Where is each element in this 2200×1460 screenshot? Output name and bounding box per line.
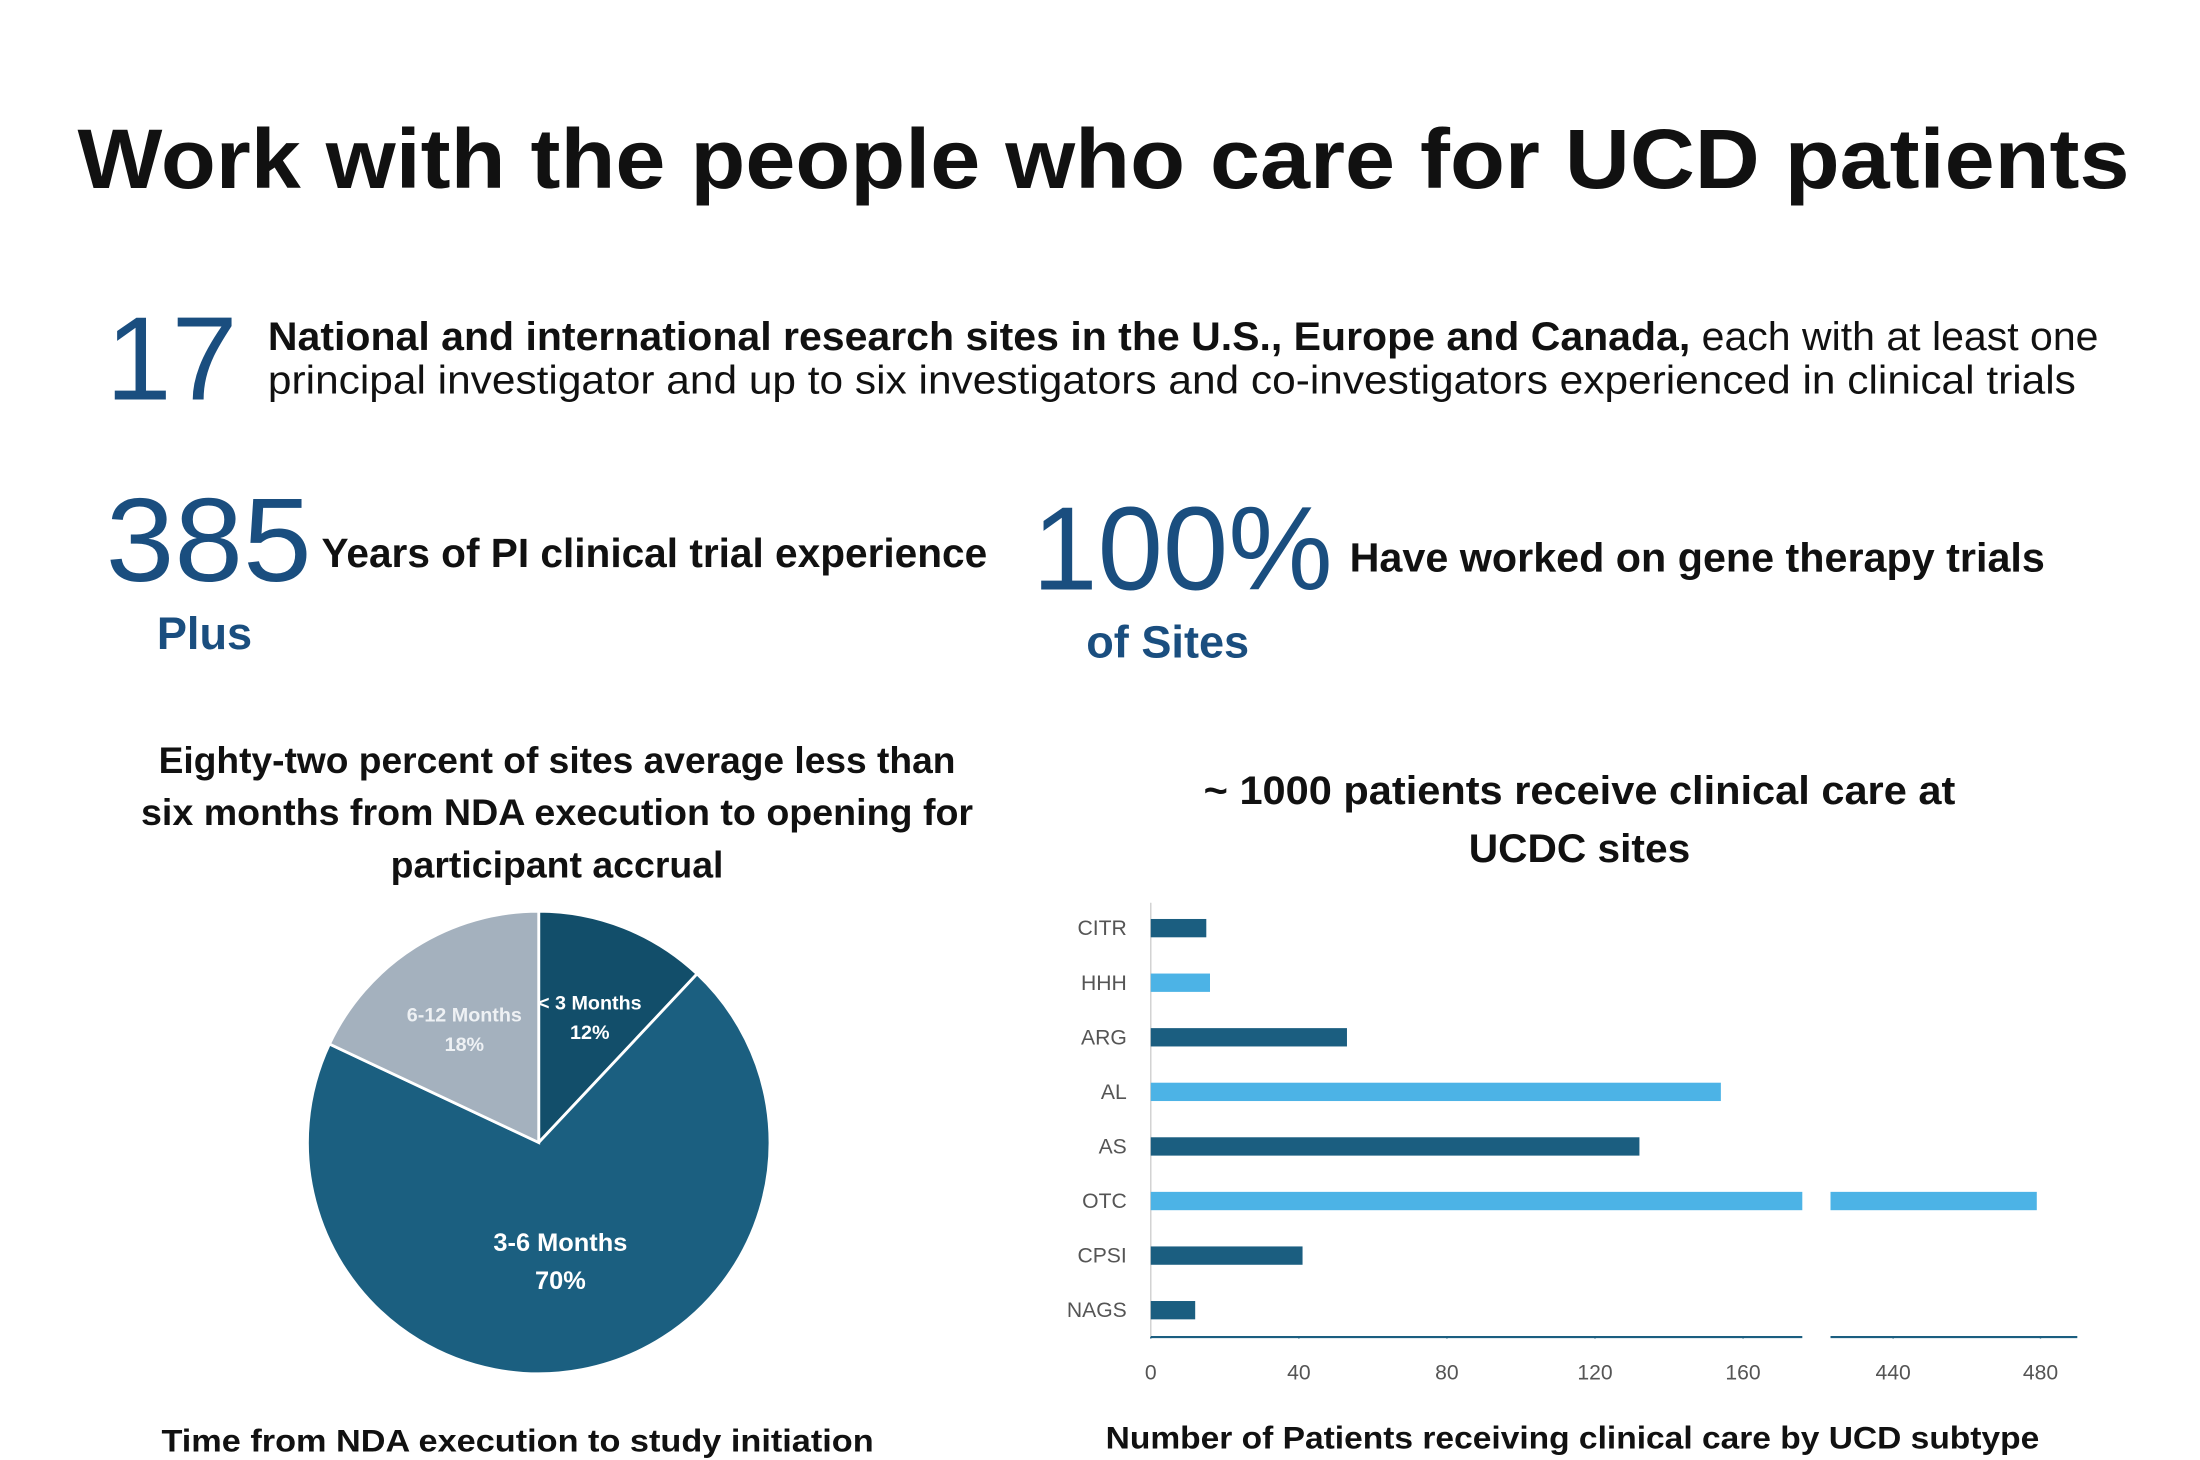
bar-segment bbox=[1150, 1028, 1347, 1047]
y-tick-label: OTC bbox=[1082, 1190, 1127, 1213]
x-tick-label: 0 bbox=[1145, 1361, 1157, 1384]
x-tick-label: 40 bbox=[1287, 1361, 1311, 1384]
bar-segment bbox=[1150, 1191, 1803, 1211]
chart-title: UCDC sites bbox=[1469, 827, 1690, 871]
y-tick-label: AL bbox=[1101, 1081, 1127, 1104]
bar bbox=[1150, 918, 1207, 938]
bar-segment bbox=[1150, 1137, 1640, 1156]
bar-segment bbox=[1150, 1246, 1303, 1265]
chart-title: participant accrual bbox=[391, 844, 724, 885]
bar-segment bbox=[1150, 1301, 1196, 1320]
bar bbox=[1150, 1137, 1640, 1156]
bar-segment bbox=[1150, 918, 1207, 938]
stat-lead: National and international research site… bbox=[268, 315, 1690, 359]
y-tick-label: HHH bbox=[1081, 972, 1127, 995]
pie-slice bbox=[327, 909, 541, 1145]
bar bbox=[1150, 1246, 1303, 1265]
x-tick-label: 120 bbox=[1577, 1361, 1612, 1384]
slice-value: 70% bbox=[535, 1267, 586, 1295]
bar bbox=[1150, 1301, 1196, 1320]
bar-caption: Number of Patients receiving clinical ca… bbox=[1106, 1421, 2040, 1456]
x-tick-label: 480 bbox=[2023, 1361, 2058, 1384]
pie-slice bbox=[306, 971, 772, 1376]
x-tick-label: 440 bbox=[1875, 1361, 1910, 1384]
stat-number: 100% bbox=[1032, 484, 1332, 616]
bar-segment bbox=[1150, 973, 1210, 992]
y-tick-label: CITR bbox=[1077, 917, 1126, 940]
stat-number: 17 bbox=[106, 293, 238, 425]
stat-text: Have worked on gene therapy trials bbox=[1350, 534, 2045, 580]
slice-value: 18% bbox=[445, 1034, 485, 1056]
stat-text: Years of PI clinical trial experience bbox=[322, 530, 988, 576]
slice-value: 12% bbox=[570, 1022, 610, 1044]
slice-label: 6-12 Months bbox=[407, 1004, 522, 1026]
bar bbox=[1150, 1028, 1347, 1047]
bar bbox=[1150, 1191, 2037, 1211]
stat-text: principal investigator and up to six inv… bbox=[268, 359, 2076, 403]
bar bbox=[1150, 1082, 1721, 1102]
page-title: Work with the people who care for UCD pa… bbox=[78, 111, 2130, 206]
slice-label: 3-6 Months bbox=[493, 1229, 627, 1257]
chart-title: Eighty-two percent of sites average less… bbox=[159, 740, 956, 781]
chart-title: ~ 1000 patients receive clinical care at bbox=[1204, 769, 1956, 813]
x-tick-label: 160 bbox=[1725, 1361, 1760, 1384]
pie-caption: Time from NDA execution to study initiat… bbox=[161, 1423, 873, 1458]
slice-label: < 3 Months bbox=[538, 993, 642, 1015]
chart-title: six months from NDA execution to opening… bbox=[141, 792, 973, 833]
stat-sub: of Sites bbox=[1086, 616, 1249, 667]
bar-segment bbox=[1830, 1191, 2037, 1211]
y-tick-label: ARG bbox=[1081, 1026, 1127, 1049]
bar-segment bbox=[1150, 1082, 1721, 1102]
stat-number: 385 bbox=[106, 475, 312, 607]
stat-sub: Plus bbox=[157, 608, 252, 659]
y-tick-label: AS bbox=[1099, 1136, 1127, 1159]
pie-slice bbox=[537, 909, 700, 1147]
stat-text-part: each with at least one bbox=[1702, 315, 2099, 359]
stat-text: National and international research site… bbox=[268, 315, 2099, 359]
bar bbox=[1150, 973, 1210, 992]
y-tick-label: CPSI bbox=[1077, 1245, 1126, 1268]
y-tick-label: NAGS bbox=[1067, 1299, 1127, 1322]
x-tick-label: 80 bbox=[1435, 1361, 1459, 1384]
